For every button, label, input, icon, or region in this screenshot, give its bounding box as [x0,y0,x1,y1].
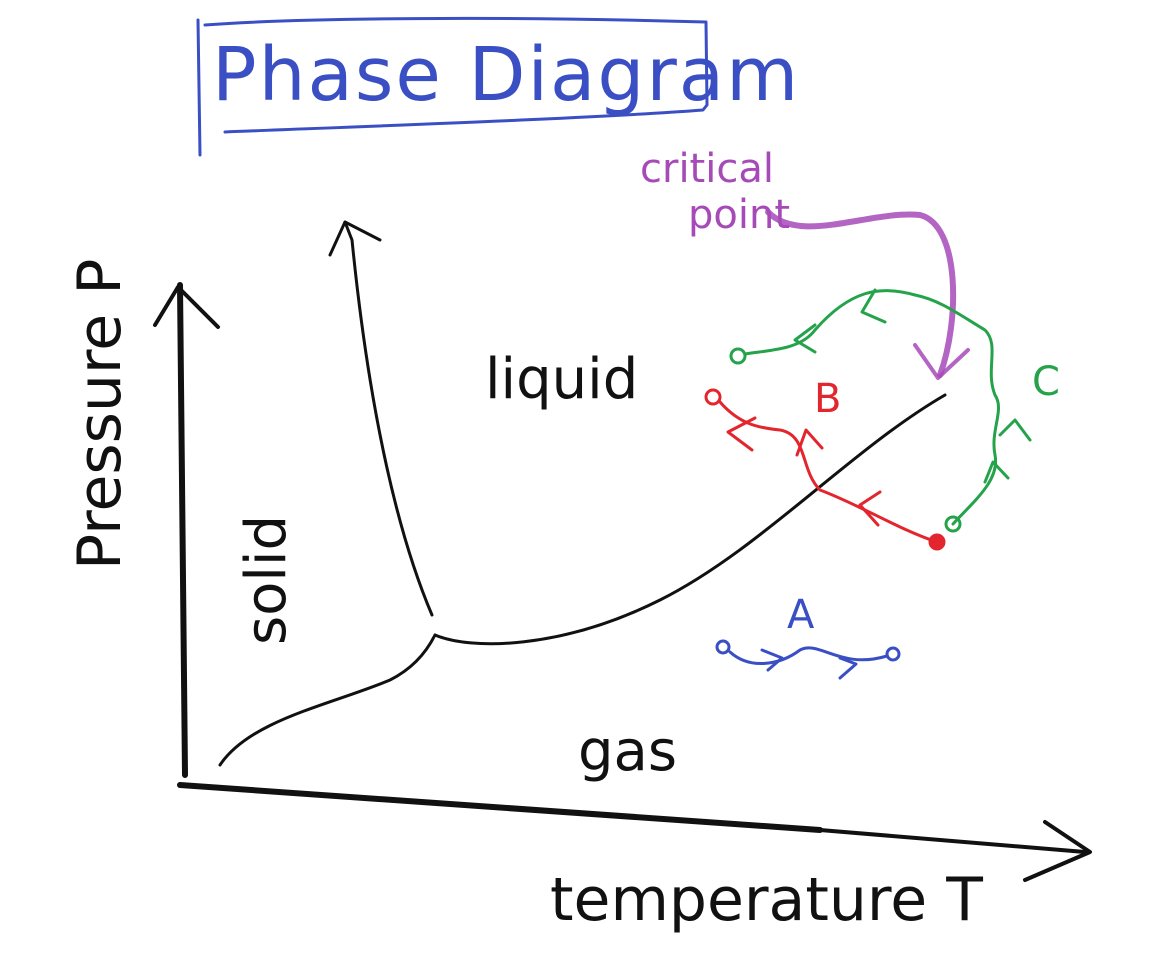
liquid-region-label: liquid [485,347,638,412]
solid-gas-boundary [218,633,437,767]
path-b-arrow-3 [726,416,757,452]
critical-point-arrowhead [913,343,970,380]
title-text: Phase Diagram [212,32,800,118]
path-c-arrow-2 [998,418,1032,442]
y-axis [177,282,188,778]
gas-region-label: gas [578,719,677,784]
path-b-arrow-1 [858,490,882,527]
path-c: C [729,288,1060,533]
path-a-start [715,639,731,655]
path-c-arrow-1 [983,460,1010,484]
path-b-label: B [814,376,841,422]
path-c-curve [743,289,1000,526]
solid-region-label: solid [234,515,299,645]
path-a-curve [728,646,889,665]
path-c-end [729,347,747,365]
path-b-end [704,388,722,406]
critical-point-label-line1: critical [640,146,774,192]
x-axis-extension [818,828,1087,854]
x-axis [177,782,823,833]
path-a-end [885,646,901,662]
path-b-curve [718,400,939,544]
path-c-label: C [1032,359,1060,405]
phase-boundaries [218,220,947,767]
liquid-gas-boundary [433,393,947,646]
path-c-arrow-3 [860,288,887,324]
solid-liquid-arrowhead [328,220,382,257]
path-a-arrow-2 [838,656,858,680]
path-a-arrow-1 [760,648,784,672]
path-b: B [704,376,946,551]
solid-liquid-boundary [343,220,434,617]
path-a: A [715,592,901,680]
title-box: Phase Diagram [196,16,800,157]
path-c-arrow-4 [793,323,817,354]
critical-point-arrow [765,209,957,378]
path-b-arrow-2 [795,428,824,457]
path-a-label: A [787,592,815,638]
path-c-start [944,515,962,533]
y-axis-arrowhead [153,285,220,329]
x-axis-label: temperature T [550,865,983,935]
x-axis-arrowhead [1023,820,1092,882]
critical-point-annotation: critical point [640,146,970,380]
axes [153,282,1092,882]
y-axis-label: Pressure P [65,259,135,570]
